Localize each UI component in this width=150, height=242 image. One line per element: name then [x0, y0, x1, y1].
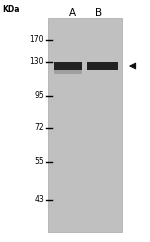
Text: KDa: KDa: [2, 5, 20, 14]
Bar: [54, 70, 82, 74]
Bar: [54, 62, 82, 70]
Bar: [87, 62, 118, 70]
Text: 130: 130: [30, 58, 44, 67]
Bar: [48, 18, 122, 232]
Text: 170: 170: [30, 36, 44, 45]
Text: A: A: [68, 8, 76, 18]
Text: 95: 95: [34, 91, 44, 100]
Text: B: B: [95, 8, 103, 18]
Text: 43: 43: [34, 196, 44, 204]
Text: 72: 72: [34, 123, 44, 133]
Text: 55: 55: [34, 158, 44, 166]
